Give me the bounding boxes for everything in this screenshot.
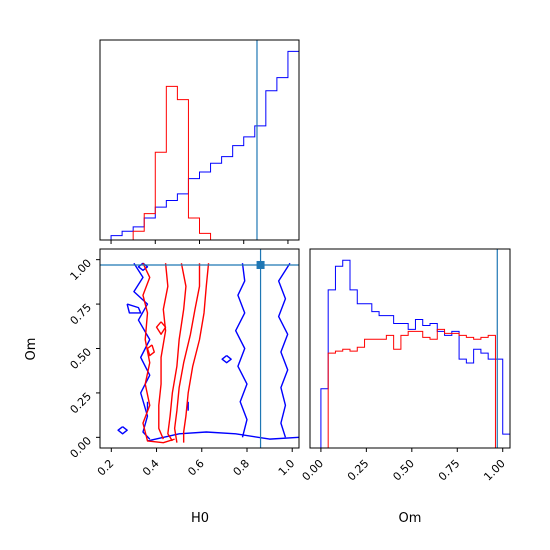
h0-om-frame <box>99 248 300 449</box>
om-xtick-label: 1.00 <box>481 457 508 484</box>
h0-xtick-label: 0.6 <box>185 457 207 479</box>
contour-red-14 <box>182 263 210 443</box>
contour-blue-3 <box>277 262 291 438</box>
h0-hist-blue <box>100 50 300 241</box>
contour-blue-2 <box>234 263 248 438</box>
h0-om-contour-area <box>117 262 300 444</box>
contour-blue-5 <box>126 303 142 314</box>
contour-blue-1 <box>133 262 151 440</box>
om-hist-red <box>313 328 510 449</box>
h0-hist-red <box>100 85 299 241</box>
om-xtick-label: 0.50 <box>390 457 417 484</box>
contour-blue-6 <box>221 355 232 364</box>
om-ytick-label: 1.00 <box>68 257 95 284</box>
contour-red-13 <box>173 263 201 443</box>
contour-blue-0 <box>147 431 300 442</box>
om-xtick-label: 0.75 <box>436 457 463 484</box>
h0-marginal-frame <box>99 39 300 241</box>
y-axis-label-om: Om <box>24 338 39 361</box>
h0-xtick-label: 0.8 <box>231 457 253 479</box>
om-marginal-frame <box>309 248 511 449</box>
om-hist-blue <box>313 259 511 449</box>
om-xtick-label: 0.25 <box>345 457 372 484</box>
h0-marginal-panel <box>99 39 300 244</box>
om-marginal-ticks: 0.00 0.25 0.50 0.75 1.00 <box>300 448 508 483</box>
contour-red-15 <box>155 321 167 335</box>
h0-xtick-label: 1.0 <box>276 457 298 479</box>
h0-marginal-plot-area <box>100 50 300 241</box>
contour-red-10 <box>142 262 175 444</box>
h0-xtick-label: 0.4 <box>140 457 162 479</box>
om-xtick-label: 0.00 <box>300 457 327 484</box>
om-marginal-panel: 0.00 0.25 0.50 0.75 1.00 Om <box>300 248 511 526</box>
om-ytick-label: 0.75 <box>68 301 95 328</box>
om-ytick-label: 0.50 <box>68 345 95 372</box>
contour-red-11 <box>158 263 169 440</box>
om-marginal-plot-area <box>313 259 511 449</box>
contour-blue-7 <box>117 426 128 435</box>
truth-point-marker <box>256 260 265 269</box>
contour-red-12 <box>167 263 187 442</box>
x-axis-label-h0: H0 <box>191 511 209 526</box>
h0-marginal-ticks <box>110 240 289 244</box>
h0-om-2d-panel: 0.2 0.4 0.6 0.8 1.0 0.00 0.25 0.50 0.75 1.00 H0 O… <box>24 248 300 526</box>
om-ytick-label: 0.25 <box>68 390 95 417</box>
om-ytick-label: 0.00 <box>68 434 95 461</box>
x-axis-label-om: Om <box>399 511 422 526</box>
h0-xtick-label: 0.2 <box>95 457 117 479</box>
contour-red-16 <box>146 344 155 357</box>
